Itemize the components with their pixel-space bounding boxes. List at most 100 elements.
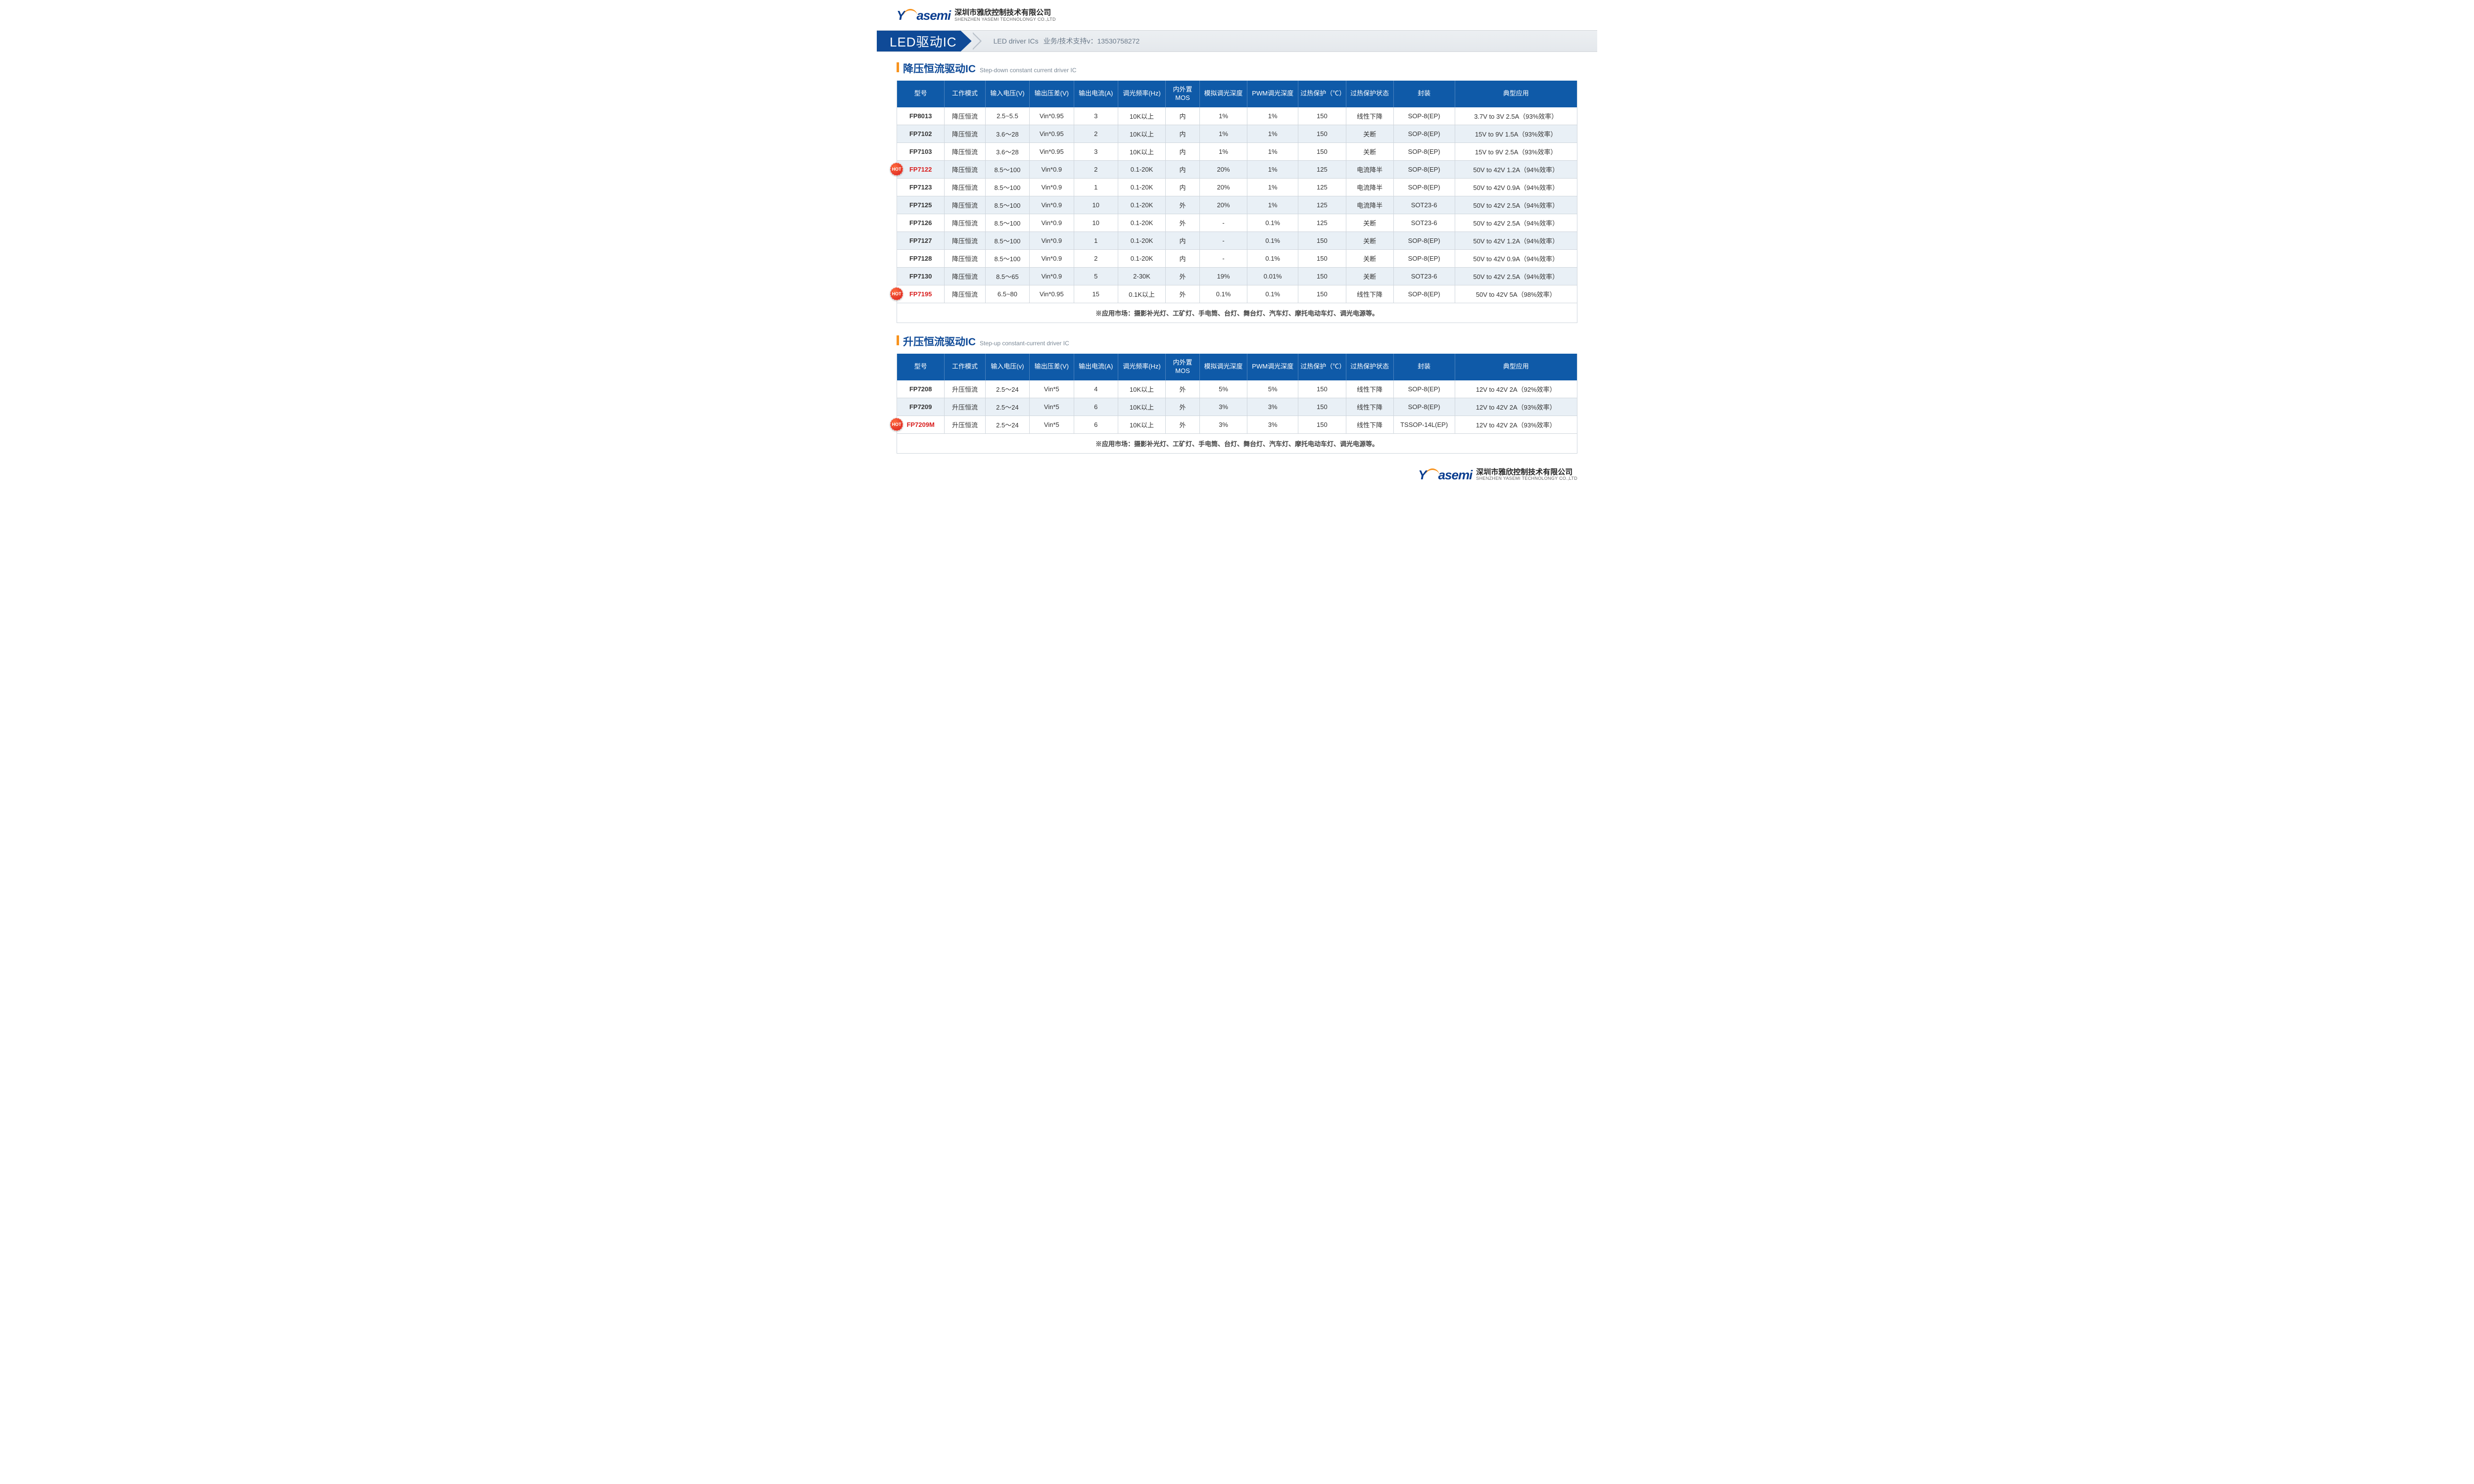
data-cell: 150 [1298,380,1346,398]
data-cell: 50V to 42V 0.9A（94%效率） [1455,178,1577,196]
data-cell: 3% [1247,416,1298,433]
data-cell: 0.1% [1247,285,1298,303]
hot-badge-icon: HOT [890,163,903,176]
model-cell: FP7125 [897,196,945,214]
model-cell: FP7208 [897,380,945,398]
data-cell: 线性下降 [1346,416,1393,433]
data-cell: 外 [1166,398,1200,416]
data-cell: 1% [1247,125,1298,142]
data-cell: 50V to 42V 2.5A（94%效率） [1455,267,1577,285]
data-cell: - [1199,249,1247,267]
data-cell: 1 [1074,178,1118,196]
column-header: 过热保护（℃） [1298,81,1346,107]
data-cell: 1% [1247,107,1298,125]
hot-badge-icon: HOT [890,418,903,431]
data-cell: 8.5～100 [985,214,1029,232]
data-cell: 10 [1074,214,1118,232]
column-header: 模拟调光深度 [1199,81,1247,107]
column-header: 调光频率(Hz) [1118,81,1165,107]
section-stepdown: 降压恒流驱动IC Step-down constant current driv… [877,61,1597,323]
data-cell: 外 [1166,416,1200,433]
data-cell: 125 [1298,214,1346,232]
model-cell: FP7123 [897,178,945,196]
column-header: 输出电流(A) [1074,354,1118,380]
data-cell: 0.1% [1247,232,1298,249]
data-cell: 1% [1199,142,1247,160]
data-cell: 升压恒流 [945,380,986,398]
data-cell: 关断 [1346,232,1393,249]
data-cell: 150 [1298,267,1346,285]
data-cell: 内 [1166,178,1200,196]
data-cell: SOT23-6 [1393,267,1455,285]
data-cell: 150 [1298,416,1346,433]
model-cell: FP7128 [897,249,945,267]
data-cell: Vin*0.9 [1030,178,1074,196]
column-header: 工作模式 [945,81,986,107]
data-cell: 12V to 42V 2A（93%效率） [1455,416,1577,433]
data-cell: 内 [1166,160,1200,178]
data-cell: 0.01% [1247,267,1298,285]
data-cell: 20% [1199,196,1247,214]
logo-mark: Yasemi [897,8,951,23]
company-name-en: SHENZHEN YASEMI TECHNOLONGY CO.,LTD [954,17,1056,22]
data-cell: 内 [1166,107,1200,125]
table-row: FP8013降压恒流2.5~5.5Vin*0.95310K以上内1%1%150线… [897,107,1577,125]
data-cell: 50V to 42V 0.9A（94%效率） [1455,249,1577,267]
table-row: FP7128降压恒流8.5～100Vin*0.920.1-20K内-0.1%15… [897,249,1577,267]
data-cell: Vin*0.9 [1030,249,1074,267]
data-cell: 8.5～100 [985,160,1029,178]
table-row: FP7127降压恒流8.5～100Vin*0.910.1-20K内-0.1%15… [897,232,1577,249]
accent-bar-icon [897,62,899,72]
data-cell: 关断 [1346,214,1393,232]
data-cell: Vin*0.9 [1030,214,1074,232]
data-cell: 降压恒流 [945,125,986,142]
data-cell: 降压恒流 [945,267,986,285]
data-cell: Vin*0.95 [1030,107,1074,125]
data-cell: 降压恒流 [945,107,986,125]
data-cell: 1% [1199,107,1247,125]
footer-note-text: ※应用市场：摄影补光灯、工矿灯、手电筒、台灯、舞台灯、汽车灯、摩托电动车灯、调光… [897,303,1577,323]
model-cell: FP7209MHOT [897,416,945,433]
data-cell: 2.5～24 [985,380,1029,398]
data-cell: - [1199,232,1247,249]
data-cell: 1% [1247,142,1298,160]
data-cell: 8.5～100 [985,249,1029,267]
data-cell: 关断 [1346,267,1393,285]
data-cell: 15 [1074,285,1118,303]
data-cell: 50V to 42V 1.2A（94%效率） [1455,232,1577,249]
data-cell: 50V to 42V 1.2A（94%效率） [1455,160,1577,178]
data-cell: 电流降半 [1346,178,1393,196]
data-cell: 内 [1166,142,1200,160]
column-header: 内外置MOS [1166,354,1200,380]
section-title-cn: 升压恒流驱动IC [903,334,976,349]
page-title: LED驱动IC [877,31,972,51]
column-header: PWM调光深度 [1247,81,1298,107]
data-cell: 3.7V to 3V 2.5A（93%效率） [1455,107,1577,125]
data-cell: 3% [1199,398,1247,416]
column-header: 输入电压(V) [985,81,1029,107]
column-header: 典型应用 [1455,354,1577,380]
data-cell: 降压恒流 [945,160,986,178]
data-cell: 外 [1166,196,1200,214]
column-header: 过热保护状态 [1346,354,1393,380]
data-cell: 150 [1298,249,1346,267]
column-header: PWM调光深度 [1247,354,1298,380]
data-cell: 6 [1074,398,1118,416]
section-title-en: Step-up constant-current driver IC [980,340,1069,347]
column-header: 输入电压(v) [985,354,1029,380]
section-heading: 升压恒流驱动IC Step-up constant-current driver… [897,334,1577,349]
data-cell: 1% [1199,125,1247,142]
data-cell: 10K以上 [1118,380,1165,398]
data-cell: SOP-8(EP) [1393,398,1455,416]
model-cell: FP8013 [897,107,945,125]
data-cell: 8.5～65 [985,267,1029,285]
data-cell: SOP-8(EP) [1393,380,1455,398]
data-cell: Vin*0.95 [1030,125,1074,142]
column-header: 封装 [1393,81,1455,107]
data-cell: 4 [1074,380,1118,398]
data-cell: 10K以上 [1118,125,1165,142]
data-cell: 3.6～28 [985,142,1029,160]
company-name-cn: 深圳市雅欣控制技术有限公司 [1476,468,1577,477]
data-cell: Vin*0.9 [1030,232,1074,249]
model-cell: FP7127 [897,232,945,249]
